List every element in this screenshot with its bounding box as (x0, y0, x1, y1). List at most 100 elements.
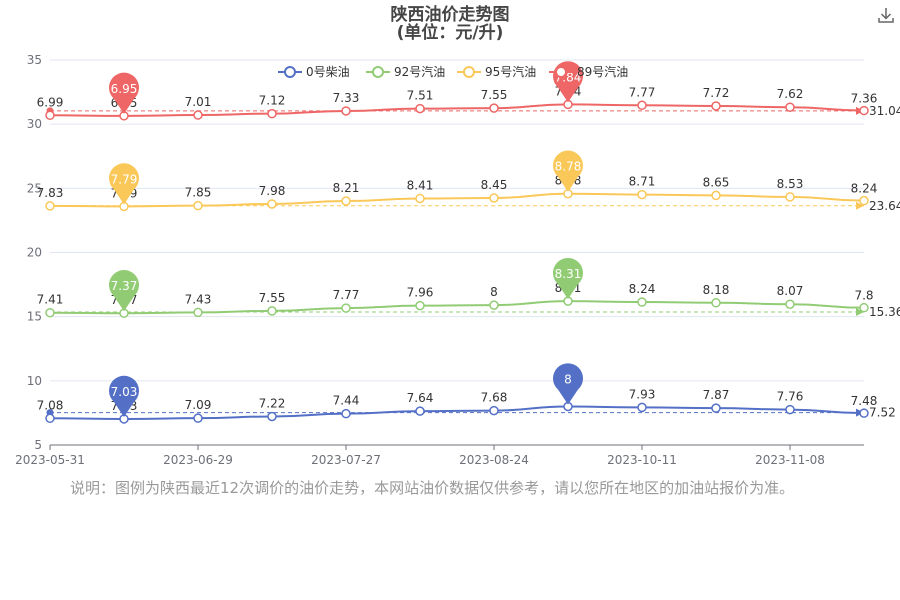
x-tick-label: 2023-07-27 (311, 453, 381, 467)
chart-title: 陕西油价走势图 (391, 4, 510, 25)
data-label: 7.87 (703, 388, 730, 402)
data-point (45, 413, 55, 424)
legend-swatch-marker (555, 66, 567, 78)
data-label: 8.53 (777, 177, 804, 191)
data-point (415, 300, 425, 311)
grid-lines (50, 59, 864, 382)
data-label: 7.48 (851, 394, 878, 408)
data-point (341, 196, 351, 206)
data-label: 7.51 (407, 89, 434, 103)
data-point (267, 306, 277, 316)
data-labels: 7.08 7.03 7.09 7.22 7.44 7.64 7.68 8 7.93 7.87 7.7… (37, 84, 878, 413)
data-point (193, 307, 203, 318)
x-tick-label: 2023-11-08 (755, 453, 825, 467)
legend-item[interactable]: 92号汽油 (366, 64, 445, 79)
data-label: 7.62 (777, 87, 804, 101)
data-point (711, 298, 721, 308)
data-label: 7.41 (37, 293, 64, 307)
series-line (49, 103, 865, 117)
data-point (785, 404, 795, 415)
data-label: 7.12 (259, 94, 286, 108)
legend-item[interactable]: 0号柴油 (278, 65, 350, 79)
average-line-arrow (856, 201, 864, 210)
legend-swatch-marker (463, 66, 475, 78)
max-marker-pin (553, 363, 584, 405)
data-point (267, 199, 277, 209)
data-point (267, 411, 277, 422)
average-value-label: 7.52 (869, 406, 896, 420)
data-label: 7.93 (629, 387, 656, 401)
data-label: 8.71 (629, 175, 656, 189)
max-marker-pin (553, 150, 583, 192)
axes: 5 10 15 20 25 30 35 2023-05-31 2023-06-29 2023-07… (15, 53, 864, 467)
max-marker-value: 8.78 (555, 160, 582, 174)
data-label: 7.09 (185, 398, 212, 412)
data-point (711, 190, 721, 201)
data-label: 7.96 (407, 286, 434, 300)
chart-subtitle: (单位：元/升) (397, 22, 504, 43)
average-value-label: 31.04 (869, 104, 900, 118)
legend-item[interactable]: 89号汽油 (549, 64, 628, 79)
data-label: 8.21 (333, 181, 360, 195)
data-label: 7.36 (851, 92, 878, 106)
data-label: 8.24 (629, 282, 656, 296)
data-point (859, 105, 869, 116)
data-point (859, 195, 869, 206)
data-label: 8.65 (703, 175, 730, 189)
x-tick-label: 2023-08-24 (459, 453, 529, 467)
data-point (489, 103, 499, 113)
data-point (45, 307, 55, 318)
legend-label: 92号汽油 (394, 64, 445, 79)
data-label: 8.45 (481, 178, 508, 192)
data-label: 6.99 (37, 95, 64, 109)
data-label: 7.43 (185, 292, 212, 306)
data-label: 7.22 (259, 397, 286, 411)
data-label: 7.77 (629, 85, 656, 99)
data-point (45, 110, 55, 121)
data-label: 7.68 (481, 391, 508, 405)
series-lines (45, 99, 869, 424)
min-marker-pin (109, 375, 139, 417)
data-label: 7.8 (854, 289, 873, 303)
y-tick-label: 35 (27, 53, 42, 67)
data-label: 7.72 (703, 86, 730, 100)
average-value-label: 15.36 (869, 305, 900, 319)
legend-label: 89号汽油 (577, 64, 628, 79)
download-icon[interactable] (876, 6, 896, 26)
legend-label: 0号柴油 (306, 65, 350, 79)
y-tick-label: 15 (27, 310, 42, 324)
data-label: 7.98 (259, 184, 286, 198)
min-marker-pin (108, 163, 139, 205)
legend[interactable]: 0号柴油 92号汽油 95号汽油 89号汽油 (278, 64, 628, 79)
series-line (49, 300, 865, 315)
min-marker-pin (109, 270, 139, 312)
series-line (49, 192, 865, 208)
min-marker-value: 7.03 (111, 385, 138, 399)
x-tick-label: 2023-06-29 (163, 453, 233, 467)
data-point (637, 402, 647, 413)
data-point (637, 297, 647, 307)
data-point (785, 299, 795, 309)
data-point (193, 200, 203, 211)
data-point (489, 193, 499, 203)
data-point (267, 108, 277, 119)
data-label: 8.07 (777, 284, 804, 298)
legend-item[interactable]: 95号汽油 (457, 64, 536, 79)
data-point (785, 192, 795, 202)
data-point (193, 413, 203, 423)
x-tick-label: 2023-10-11 (607, 453, 677, 467)
y-tick-label: 25 (27, 181, 42, 195)
data-label: 7.55 (481, 88, 508, 102)
data-point (785, 102, 795, 112)
y-tick-label: 5 (34, 438, 42, 452)
data-label: 8.24 (851, 182, 878, 196)
data-point (859, 302, 869, 313)
data-point (341, 408, 351, 419)
data-point (341, 106, 351, 116)
min-marker-value: 7.79 (111, 172, 138, 186)
x-tick-label: 2023-05-31 (15, 453, 85, 467)
legend-label: 95号汽油 (485, 64, 536, 79)
data-label: 8.41 (407, 178, 434, 192)
max-marker-pin (553, 257, 584, 300)
